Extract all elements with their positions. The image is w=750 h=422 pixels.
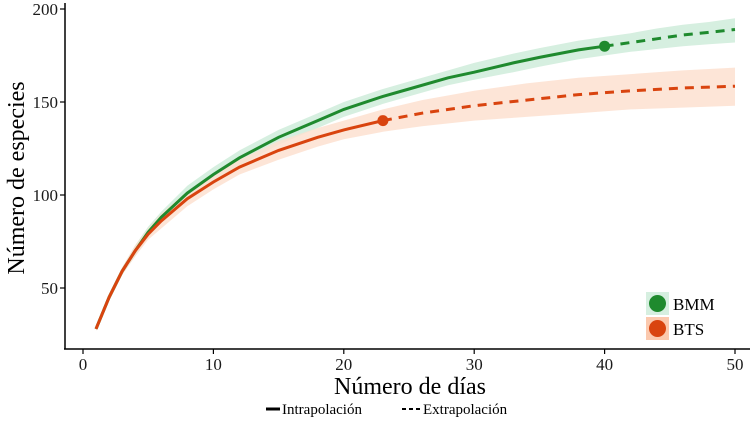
legend-label-extrapolacion: Extrapolación <box>423 402 508 418</box>
bts-legend-icon <box>649 320 666 337</box>
y-tick-label: 50 <box>41 279 58 298</box>
series-legend: BMM BTS <box>646 292 715 340</box>
legend-label-bts: BTS <box>673 320 704 339</box>
bmm-confidence-band <box>96 18 735 331</box>
legend-label-intrapolacion: Intrapolación <box>282 402 362 418</box>
legend-label-bmm: BMM <box>673 295 715 314</box>
x-tick-label: 20 <box>335 355 352 374</box>
bts-confidence-band <box>96 67 735 331</box>
x-axis-title: Número de días <box>334 374 486 400</box>
x-axis-ticks: 0 10 20 30 40 50 <box>79 349 744 374</box>
bts-interpolation-line <box>94 119 384 330</box>
bts-observed-point <box>377 115 389 127</box>
x-tick-label: 0 <box>79 355 88 374</box>
x-tick-label: 50 <box>727 355 744 374</box>
y-tick-label: 100 <box>33 186 59 205</box>
y-axis-title: Número de especies <box>4 81 30 274</box>
x-tick-label: 10 <box>205 355 222 374</box>
bmm-extrapolation-line <box>604 28 736 48</box>
y-tick-label: 200 <box>33 0 59 19</box>
x-tick-label: 40 <box>596 355 613 374</box>
y-tick-label: 150 <box>33 93 59 112</box>
bmm-legend-icon <box>649 295 666 312</box>
bts-extrapolation-line <box>382 84 736 123</box>
y-axis-ticks: 50 100 150 200 <box>33 0 65 298</box>
x-tick-label: 30 <box>466 355 483 374</box>
bmm-observed-point <box>599 40 611 52</box>
line-type-legend: Intrapolación Extrapolación <box>266 402 508 418</box>
